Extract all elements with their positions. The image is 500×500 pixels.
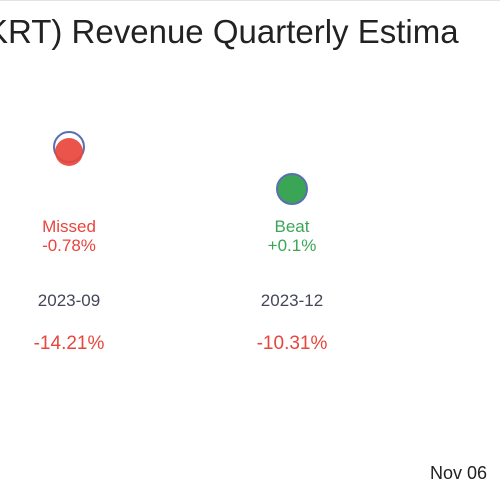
status-label: Beat [275, 217, 310, 236]
quarter-label: 2023-09 [38, 291, 100, 310]
surprise-label: -0.78% [42, 236, 96, 255]
actual-marker-beat [276, 173, 308, 205]
actual-marker-missed [55, 138, 83, 166]
change-label: -10.31% [257, 333, 328, 354]
footer-date: Nov 06 [430, 463, 488, 483]
quarter-label: 2023-12 [261, 291, 323, 310]
chart-title: KRT) Revenue Quarterly Estima [0, 13, 459, 50]
status-label: Missed [42, 217, 96, 236]
change-label: -14.21% [34, 333, 105, 354]
surprise-label: +0.1% [268, 236, 317, 255]
top-border [0, 0, 500, 1]
